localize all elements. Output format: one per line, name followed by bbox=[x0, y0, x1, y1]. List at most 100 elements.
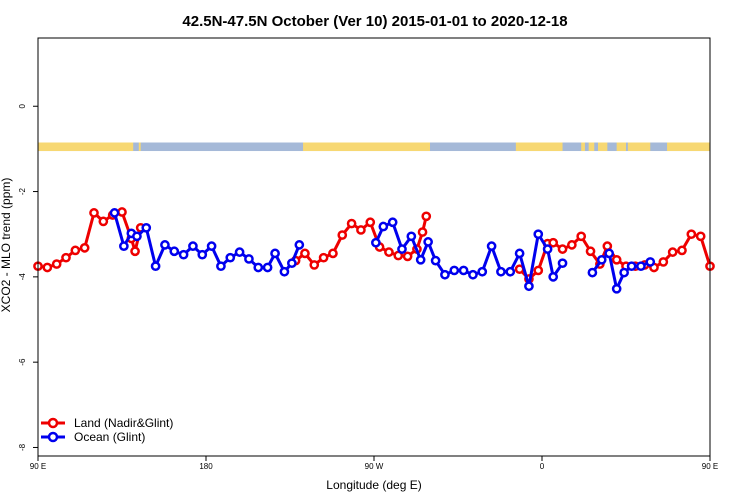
land-point bbox=[557, 244, 568, 254]
ocean-point bbox=[406, 231, 417, 242]
ocean-point bbox=[150, 261, 161, 272]
ocean-point bbox=[587, 267, 598, 278]
ocean-point bbox=[449, 265, 460, 276]
legend-ocean-marker bbox=[47, 431, 59, 443]
ocean-point bbox=[294, 240, 305, 250]
ocean-point bbox=[514, 248, 525, 259]
land-point bbox=[309, 260, 320, 270]
land-point bbox=[658, 257, 669, 267]
land-point bbox=[677, 245, 687, 256]
land-point bbox=[421, 211, 432, 222]
land-point bbox=[318, 252, 329, 263]
plot-series bbox=[33, 207, 715, 294]
land-point bbox=[548, 237, 559, 248]
land-point bbox=[328, 248, 338, 259]
land-point bbox=[117, 207, 127, 217]
ocean-point bbox=[279, 266, 290, 277]
ocean-point bbox=[458, 265, 469, 276]
y-tick-label: -4 bbox=[18, 273, 27, 281]
legend-land-marker bbox=[47, 417, 59, 429]
ocean-point bbox=[468, 269, 478, 280]
ocean-point bbox=[423, 237, 433, 247]
land-point bbox=[384, 247, 394, 257]
land-line bbox=[37, 210, 143, 269]
ocean-point bbox=[548, 272, 559, 282]
land-point bbox=[585, 246, 596, 257]
ocean-point bbox=[505, 266, 516, 277]
land-band bbox=[38, 142, 130, 152]
ocean-point bbox=[234, 247, 245, 257]
ocean-point bbox=[604, 248, 615, 259]
ocean-point bbox=[371, 237, 381, 248]
ocean-point bbox=[611, 283, 622, 294]
x-tick-label: 90 E bbox=[30, 462, 46, 471]
x-tick-label: 90 E bbox=[702, 462, 718, 471]
land-point bbox=[417, 227, 428, 237]
land-point bbox=[61, 252, 71, 263]
ocean-point bbox=[132, 231, 142, 242]
ocean-point bbox=[141, 222, 152, 233]
ocean-point bbox=[557, 258, 568, 269]
land-band bbox=[616, 142, 626, 152]
land-point bbox=[365, 217, 376, 228]
land-point bbox=[300, 248, 310, 259]
ocean-point bbox=[619, 267, 629, 278]
ocean-point bbox=[225, 252, 236, 263]
ocean-point bbox=[378, 221, 389, 232]
land-line bbox=[294, 215, 428, 267]
land-point bbox=[346, 218, 357, 229]
ocean-point bbox=[626, 261, 637, 272]
ocean-point bbox=[387, 217, 398, 228]
ocean-point bbox=[542, 244, 553, 254]
surface-type-band bbox=[38, 142, 710, 152]
x-tick-label: 90 W bbox=[365, 462, 384, 471]
land-point bbox=[89, 208, 99, 218]
land-band bbox=[303, 142, 430, 152]
land-point bbox=[98, 216, 109, 227]
land-point bbox=[686, 229, 697, 240]
ocean-point bbox=[397, 244, 407, 254]
land-point bbox=[42, 262, 53, 273]
land-point bbox=[576, 231, 587, 242]
ocean-point bbox=[188, 241, 198, 251]
y-tick-label: -2 bbox=[18, 187, 27, 195]
legend-ocean-label: Ocean (Glint) bbox=[74, 430, 145, 444]
ocean-point bbox=[270, 248, 280, 259]
land-point bbox=[667, 247, 678, 257]
land-point bbox=[70, 245, 81, 256]
y-tick-label: 0 bbox=[18, 103, 27, 108]
ocean-point bbox=[430, 255, 441, 266]
ocean-point bbox=[262, 262, 273, 273]
ocean-point bbox=[216, 261, 226, 272]
legend: Land (Nadir&Glint) Ocean (Glint) bbox=[41, 416, 173, 444]
land-band bbox=[138, 142, 141, 152]
ocean-point bbox=[524, 281, 534, 292]
ocean-point bbox=[119, 241, 129, 251]
ocean-point bbox=[440, 269, 450, 280]
land-point bbox=[402, 251, 413, 262]
ocean-point bbox=[160, 240, 170, 250]
y-tick-label: -8 bbox=[18, 443, 27, 451]
chart-title: 42.5N-47.5N October (Ver 10) 2015-01-01 … bbox=[182, 13, 567, 30]
land-point bbox=[79, 243, 90, 253]
ocean-line bbox=[113, 212, 301, 274]
ocean-point bbox=[197, 249, 208, 260]
land-point bbox=[533, 265, 544, 276]
ocean-point bbox=[244, 254, 254, 264]
ocean-point bbox=[287, 258, 297, 269]
land-band bbox=[127, 142, 134, 152]
ocean-point bbox=[253, 262, 264, 273]
land-point bbox=[130, 246, 140, 257]
ocean-line bbox=[374, 220, 564, 288]
ocean-point bbox=[596, 254, 607, 265]
land-band bbox=[667, 142, 710, 152]
land-point bbox=[695, 231, 706, 242]
ocean-point bbox=[486, 241, 497, 251]
ocean-point bbox=[636, 261, 646, 272]
x-axis: 90 E 180 90 W 0 90 E bbox=[30, 456, 718, 471]
land-point bbox=[51, 259, 62, 269]
ocean-point bbox=[533, 229, 544, 240]
ocean-point bbox=[206, 241, 217, 251]
land-band bbox=[581, 142, 585, 152]
